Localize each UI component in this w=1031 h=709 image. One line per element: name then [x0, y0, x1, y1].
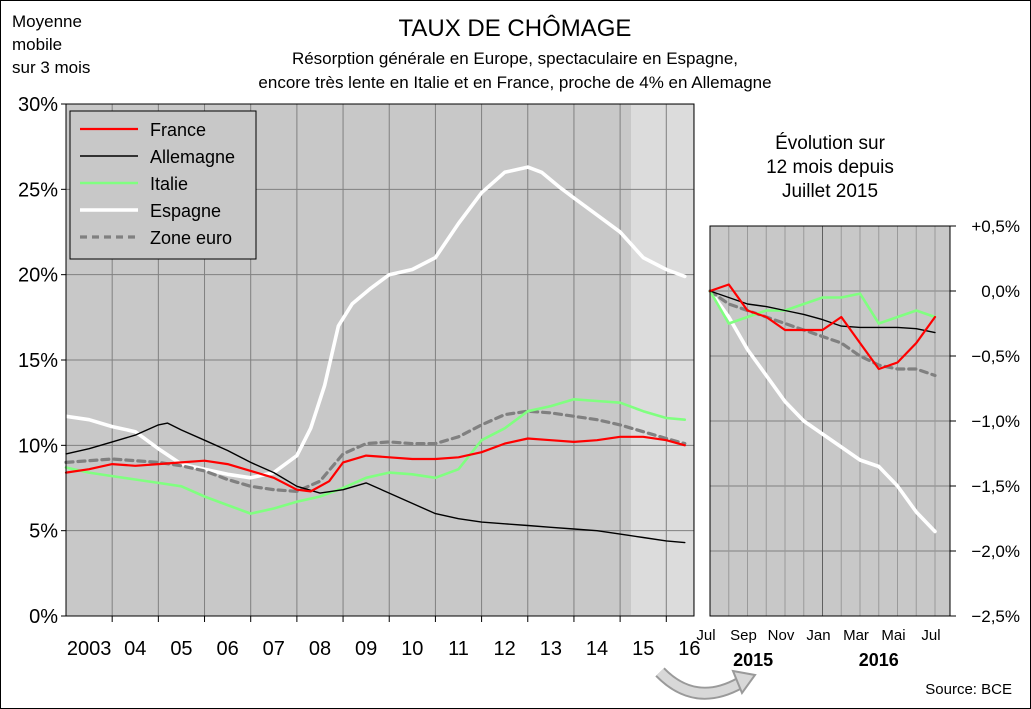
main-plot-border [65, 103, 695, 617]
inset-series-italie [708, 289, 937, 325]
legend: France Allemagne Italie Espagne Zone euro [69, 110, 257, 260]
main-x-tick-label: 08 [309, 638, 331, 660]
inset-y-tick-label: +0,5% [971, 217, 1020, 236]
inset-y-tick-label: −1,0% [971, 412, 1020, 431]
inset-x-tick-label: Jul [696, 627, 715, 644]
main-series-allemagne [65, 422, 686, 544]
inset-title-line-3: Juillet 2015 [782, 181, 878, 202]
inset-x-tick-label: Sep [730, 627, 757, 644]
inset-x-tick-label: Mai [881, 627, 905, 644]
main-y-tick-label: 30% [18, 94, 58, 116]
inset-year-label: 2015 [733, 650, 773, 670]
inset-x-tick-label: Jul [921, 627, 940, 644]
inset-y-tick-label: −2,0% [971, 542, 1020, 561]
legend-label-espagne: Espagne [150, 201, 221, 221]
inset-y-tick-label: 0,0% [981, 282, 1020, 301]
inset-title-line-1: Évolution sur [775, 133, 886, 154]
legend-label-italie: Italie [150, 174, 188, 194]
note-line-3: sur 3 mois [12, 58, 90, 77]
inset-series-espagne [708, 289, 937, 534]
main-y-tick-label: 0% [29, 606, 58, 628]
main-x-tick-label: 13 [540, 638, 562, 660]
curved-arrow-icon [655, 667, 757, 700]
main-x-tick-label: 04 [124, 638, 146, 660]
subtitle-line-2: encore très lente en Italie et en France… [258, 73, 771, 92]
main-y-tick-label: 15% [18, 350, 58, 372]
inset-y-axis: −2,5% −2,0% −1,5% −1,0% −0,5% 0,0% +0,5% [950, 217, 1020, 626]
legend-label-allemagne: Allemagne [150, 147, 235, 167]
source-note: Source: BCE [925, 681, 1012, 698]
main-x-tick-label: 09 [355, 638, 377, 660]
main-series-france [64, 435, 686, 493]
inset-plot-border [709, 225, 951, 617]
main-y-tick-label: 10% [18, 435, 58, 457]
inset-series-allemagne [709, 290, 936, 334]
main-series-espagne [64, 165, 687, 480]
inset-gridlines [710, 226, 950, 616]
main-x-tick-label: 07 [263, 638, 285, 660]
inset-x-tick-label: Jan [806, 627, 830, 644]
main-x-tick-label: 2003 [67, 638, 112, 660]
main-x-tick-label: 14 [586, 638, 608, 660]
main-x-tick-label: 12 [494, 638, 516, 660]
chart-title: TAUX DE CHÔMAGE [399, 14, 632, 42]
inset-y-tick-label: −1,5% [971, 477, 1020, 496]
main-series-group [64, 165, 687, 544]
main-x-tick-label: 15 [632, 638, 654, 660]
note-line-1: Moyenne [12, 12, 82, 31]
main-y-tick-label: 20% [18, 265, 58, 287]
inset-y-tick-label: −2,5% [971, 607, 1020, 626]
main-x-axis: 2003 04 05 06 07 08 09 10 11 12 13 14 15 16 [67, 616, 701, 660]
main-x-tick-label: 16 [678, 638, 700, 660]
legend-label-zone-euro: Zone euro [150, 228, 232, 248]
main-x-tick-label: 06 [216, 638, 238, 660]
main-y-axis: 0% 5% 10% 15% 20% 25% 30% [18, 94, 66, 628]
inset-x-tick-label: Nov [768, 627, 795, 644]
inset-x-axis: Jul Sep Nov Jan Mar Mai Jul 2015 2016 [696, 627, 940, 670]
main-x-tick-label: 05 [170, 638, 192, 660]
inset-year-label: 2016 [859, 650, 899, 670]
inset-series-france [708, 283, 937, 371]
inset-series-group [708, 283, 937, 534]
inset-x-tick-label: Mar [843, 627, 869, 644]
main-x-tick-label: 11 [448, 638, 469, 660]
legend-label-france: France [150, 120, 206, 140]
inset-y-tick-label: −0,5% [971, 347, 1020, 366]
main-x-tick-label: 10 [401, 638, 423, 660]
main-y-tick-label: 5% [29, 521, 58, 543]
inset-title-line-2: 12 mois depuis [766, 157, 894, 178]
legend-box [69, 110, 257, 260]
main-y-tick-label: 25% [18, 179, 58, 201]
subtitle-line-1: Résorption générale en Europe, spectacul… [292, 49, 738, 68]
main-series-italie [64, 397, 687, 515]
note-line-2: mobile [12, 35, 62, 54]
